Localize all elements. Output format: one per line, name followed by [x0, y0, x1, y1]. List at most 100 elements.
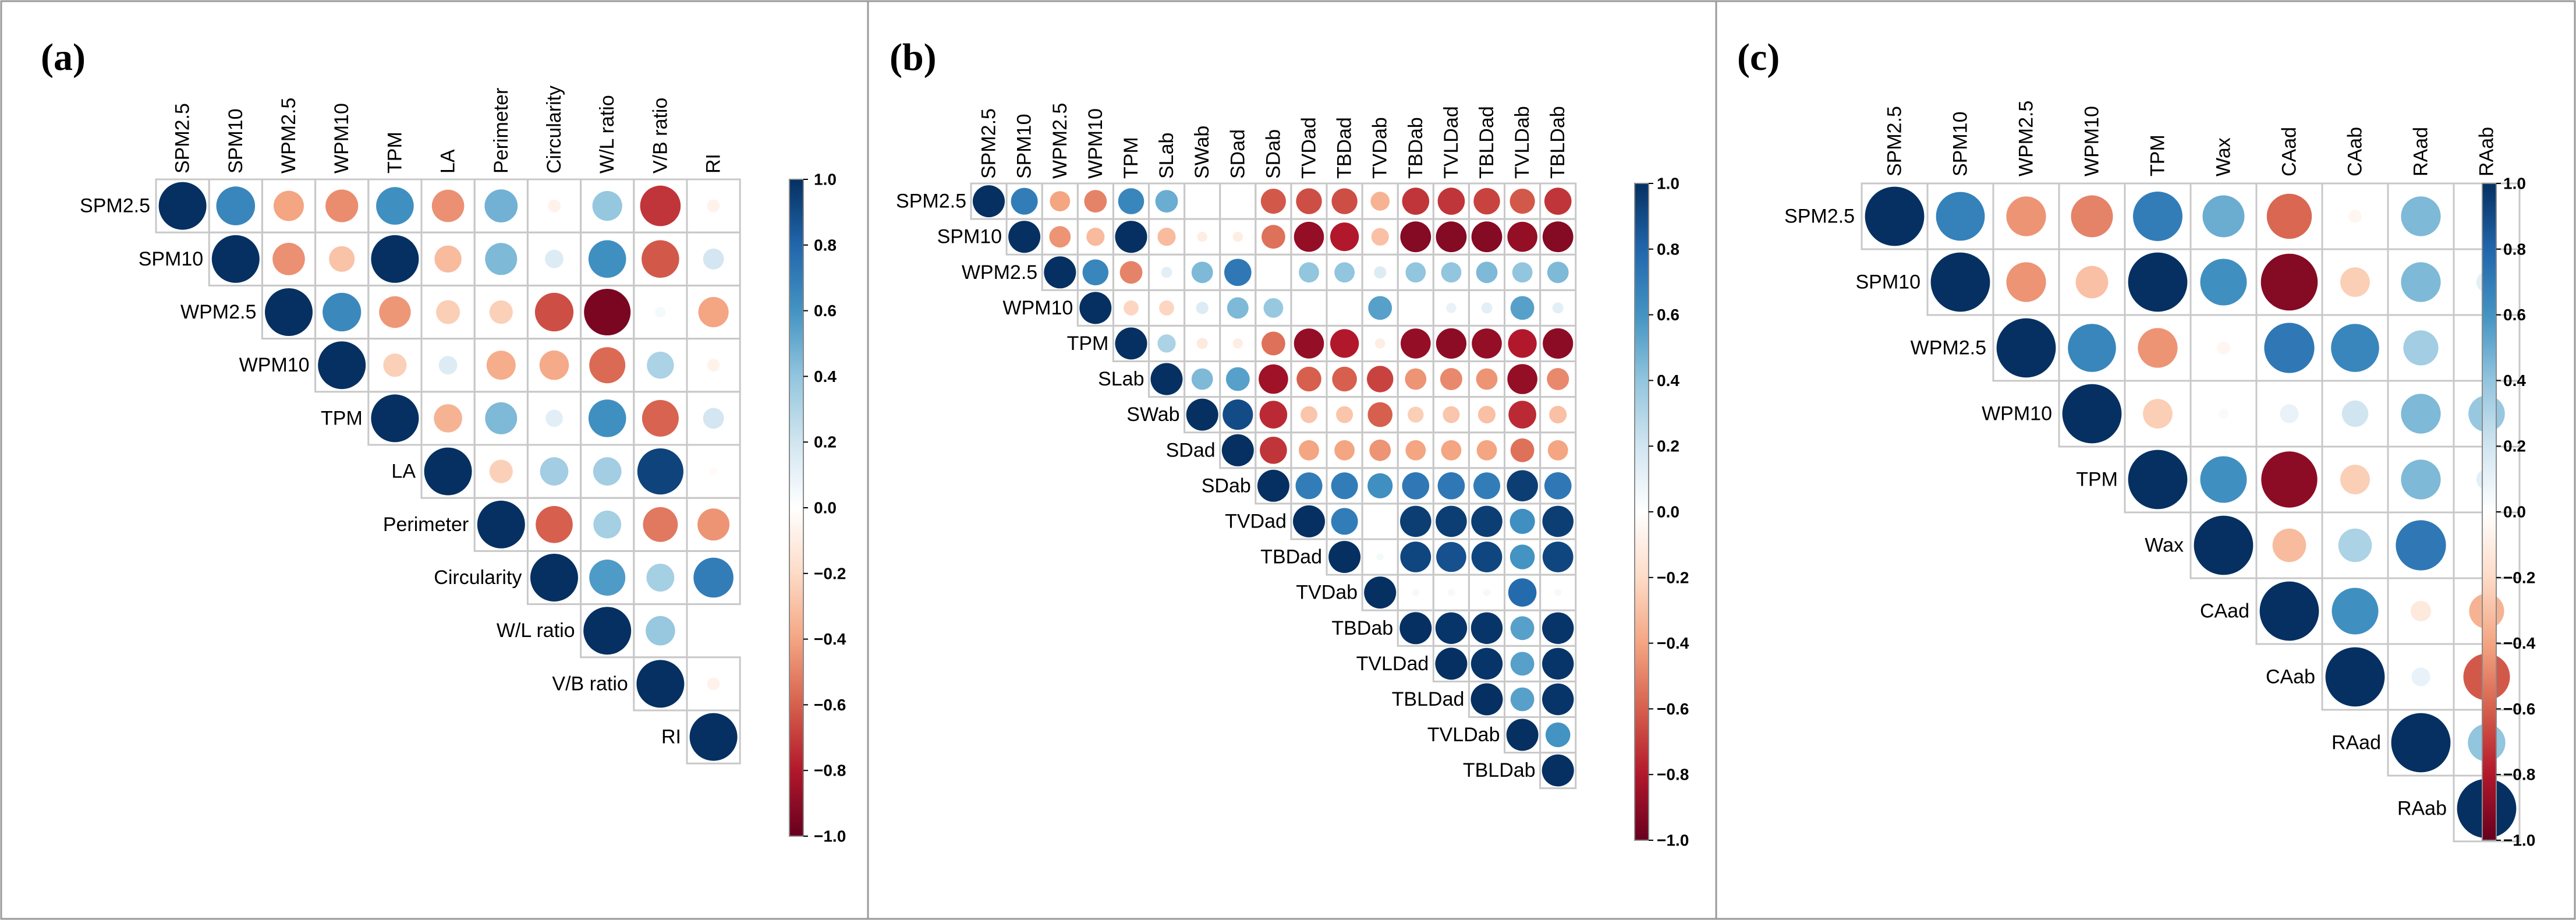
colorbar-tick-label: 0.6	[1657, 306, 1679, 324]
corr-circle-wpm10-tbldab	[1552, 302, 1564, 314]
col-label-tpm: TPM	[2147, 135, 2169, 176]
colorbar-tick-label: 0.4	[2503, 371, 2526, 390]
col-label-tbdab: TBDab	[1405, 117, 1427, 179]
colorbar-tick-label: −0.6	[814, 696, 846, 714]
colorbar-tick-label: 0.4	[814, 367, 837, 385]
corr-circle-wpm10-tbldad	[1481, 302, 1493, 314]
col-label-tbldad: TBLDad	[1476, 106, 1498, 179]
corr-circle-swab-tvldad	[1443, 406, 1460, 423]
corr-circle-sdad-tbdab	[1405, 440, 1426, 461]
corr-circle-spm10-wpm2-5	[2006, 262, 2046, 302]
corr-circle-wpm10-raad	[2401, 394, 2441, 434]
corr-circle-sdab-tvldad	[1437, 472, 1465, 500]
corr-circle-tpm-tbdab	[1401, 328, 1431, 359]
corr-circle-tbldad-tbldab	[1542, 683, 1574, 716]
corr-circle-spm10-la	[434, 245, 462, 273]
corr-circle-tpm-caad	[2261, 451, 2318, 508]
colorbar-tick-label: −0.2	[814, 564, 846, 582]
corr-circle-tbldad-tvldab	[1510, 687, 1535, 712]
colorbar-tick-label: −0.8	[2503, 766, 2535, 784]
corr-circle-spm2-5-caab	[2348, 210, 2362, 223]
corr-circle-sdab-sdab	[1257, 469, 1289, 502]
corr-circle-tbdad-tbdad	[1328, 541, 1361, 573]
row-label-wpm2-5: WPM2.5	[962, 261, 1037, 284]
panel-c-colorbar: 1.0 0.8 0.6 0.4 0.2 0.0 −0.2 −0.4 −0.6 −0.8 −1.0	[2482, 175, 2536, 850]
corr-circle-spm10-tbdad	[1330, 222, 1359, 252]
corr-circle-spm10-spm10	[1008, 221, 1041, 253]
row-label-tpm: TPM	[1067, 332, 1109, 355]
corr-circle-tvldab-tvldab	[1506, 719, 1539, 751]
corr-circle-wpm2-5-tvdad	[1299, 262, 1319, 283]
corr-circle-sdab-tbldab	[1544, 472, 1572, 500]
corr-circle-wpm2-5-swab	[1191, 261, 1213, 284]
colorbar-tick-label: 1.0	[1657, 175, 1679, 193]
corr-circle-spm2-5-wpm10	[2071, 195, 2113, 238]
corr-circle-tpm-tpm	[371, 394, 419, 443]
corr-circle-caad-raad	[2410, 600, 2432, 622]
corr-circle-wpm10-perimeter	[486, 351, 516, 380]
matrix-cell	[1290, 289, 1328, 327]
col-label-wpm2-5: WPM2.5	[278, 98, 300, 174]
corr-circle-spm2-5-tpm	[376, 187, 414, 225]
corr-circle-sdab-tbdad	[1331, 472, 1358, 500]
corr-circle-wpm10-wpm10	[318, 341, 366, 390]
corr-circle-spm10-caab	[2340, 267, 2370, 297]
row-label-sdab: SDab	[1202, 475, 1251, 497]
corr-circle-swab-tbdad	[1336, 406, 1353, 423]
colorbar-tick-label: 1.0	[2503, 175, 2526, 193]
corr-circle-swab-sdab	[1259, 401, 1288, 429]
corr-circle-sdad-sdad	[1221, 434, 1254, 466]
corr-circle-tpm-raad	[2401, 459, 2441, 500]
row-label-tpm: TPM	[321, 407, 363, 429]
corr-circle-perimeter-w-l-ratio	[593, 510, 622, 539]
colorbar-tick-label: 0.6	[814, 302, 837, 320]
corr-circle-perimeter-ri	[697, 508, 730, 541]
panel-c-matrix: SPM2.5 SPM10 WPM2.5 WPM10 TPM Wax CAad CAab RAad…	[1784, 101, 2521, 843]
matrix-cell	[1219, 182, 1257, 220]
corr-circle-spm2-5-spm2-5	[973, 185, 1005, 218]
corr-circle-spm10-sdab	[1262, 225, 1285, 249]
corr-circle-wpm10-wpm10	[2062, 384, 2122, 444]
corr-circle-circularity-w-l-ratio	[589, 560, 626, 596]
row-label-spm2-5: SPM2.5	[80, 195, 150, 217]
row-label-spm10: SPM10	[1856, 271, 1921, 293]
corr-circle-tpm-tbdad	[1330, 329, 1359, 358]
corr-circle-la-perimeter	[489, 459, 513, 483]
row-label-tvldad: TVLDad	[1356, 653, 1429, 675]
corr-circle-tvdab-tbldab	[1554, 589, 1562, 596]
colorbar-tick-label: 0.6	[2503, 306, 2526, 324]
col-label-raad: RAad	[2410, 127, 2432, 176]
corr-circle-raad-raad	[2391, 713, 2451, 773]
col-label-ri: RI	[703, 154, 725, 174]
corr-circle-spm2-5-wpm2-5	[274, 190, 304, 221]
matrix-cell	[1255, 253, 1292, 291]
corr-circle-tvdad-tbldab	[1542, 505, 1574, 537]
corr-circle-tvdab-tbdab	[1412, 589, 1419, 596]
corr-circle-tvdab-tvldab	[1508, 578, 1537, 607]
corr-circle-caab-raad	[2411, 667, 2430, 687]
corr-circle-tpm-wax	[2200, 456, 2247, 503]
corr-circle-v-b-ratio-ri	[707, 677, 720, 691]
corr-circle-perimeter-circularity	[536, 506, 573, 543]
row-label-perimeter: Perimeter	[383, 514, 469, 536]
corr-circle-tbdad-tbldad	[1471, 542, 1503, 572]
corr-circle-tvldad-tbldab	[1542, 647, 1574, 680]
matrix-cell	[686, 709, 741, 765]
col-label-spm2-5: SPM2.5	[172, 103, 194, 174]
row-label-tpm: TPM	[2076, 469, 2118, 491]
corr-circle-spm10-wpm2-5	[272, 243, 305, 275]
corr-circle-ri-ri	[689, 713, 738, 761]
row-label-spm2-5: SPM2.5	[1784, 206, 1855, 228]
corr-circle-wpm2-5-sdad	[1224, 259, 1252, 286]
corr-circle-slab-tbldab	[1547, 368, 1569, 390]
corr-circle-tpm-tpm	[1115, 327, 1147, 360]
corr-circle-perimeter-v-b-ratio	[643, 507, 678, 542]
corr-circle-wpm2-5-tbdad	[1334, 262, 1355, 283]
corr-circle-tpm-tvldad	[1436, 328, 1466, 359]
corr-circle-wax-raad	[2396, 520, 2446, 571]
corr-circle-sdad-tbldab	[1547, 440, 1568, 461]
corr-circle-slab-tvldad	[1440, 368, 1462, 390]
corr-circle-spm10-tpm	[2128, 252, 2188, 312]
col-label-circularity: Circularity	[543, 86, 565, 174]
panel-label-c: (c)	[1737, 36, 1780, 79]
